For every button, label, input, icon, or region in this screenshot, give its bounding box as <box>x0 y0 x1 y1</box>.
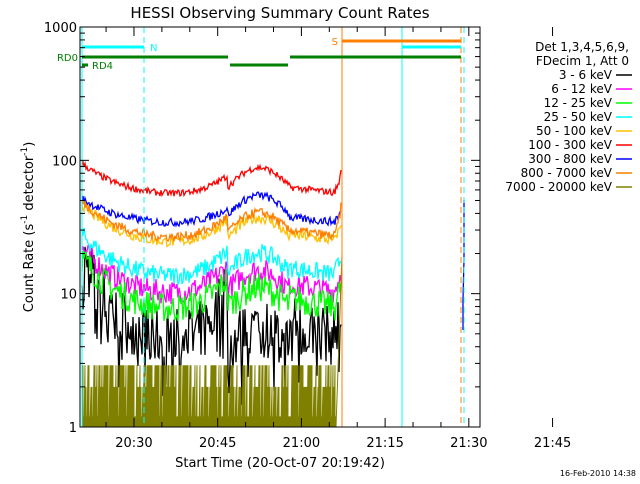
marker-layer <box>81 27 465 427</box>
y-axis-label: Count Rate (s-1 detector-1) <box>20 142 37 313</box>
series-line-3 <box>81 227 342 287</box>
flag-label-rd0: RD0 <box>57 53 78 64</box>
x-tick-label: 21:45 <box>534 436 571 451</box>
tick-layer: 1 10 100 1000 20:30 20:45 21:00 21:15 21:30 21:45 <box>44 21 571 451</box>
y-tick-label: 1000 <box>44 21 77 36</box>
y-axis-label-main: Count Rate (s <box>22 224 37 313</box>
y-tick-label: 1 <box>69 421 77 436</box>
x-tick-label: 21:00 <box>283 436 320 451</box>
plot-frame <box>79 26 481 428</box>
x-tick-label: 21:30 <box>450 436 487 451</box>
legend-title-line-2: FDecim 1, Att 0 <box>536 54 629 68</box>
legend-label-3: 25 - 50 keV <box>544 110 613 124</box>
y-tick-label: 10 <box>60 288 77 303</box>
legend-label-2: 12 - 25 keV <box>544 96 613 110</box>
series-layer <box>81 159 465 428</box>
flag-layer: RD0 RD4 N S <box>57 37 461 72</box>
legend-label-8: 7000 - 20000 keV <box>505 180 612 194</box>
y-axis-label-sup2: -1 <box>20 147 30 156</box>
y-axis-label-sup1: -1 <box>20 215 30 224</box>
legend-label-7: 800 - 7000 keV <box>521 166 613 180</box>
legend-label-6: 300 - 800 keV <box>528 152 612 166</box>
footer-date: 16-Feb-2010 14:38 <box>560 469 636 478</box>
chart-title: HESSI Observing Summary Count Rates <box>130 4 429 22</box>
legend-label-1: 6 - 12 keV <box>551 82 613 96</box>
series-line-8 <box>81 253 343 428</box>
x-tick-label: 20:45 <box>199 436 236 451</box>
flag-label-rd4: RD4 <box>92 61 113 72</box>
x-tick-label: 21:15 <box>366 436 403 451</box>
y-tick-label: 100 <box>52 154 77 169</box>
y-axis-label-mid: detector <box>22 155 37 215</box>
y-axis-label-end: ) <box>22 142 37 147</box>
legend-title-line-1: Det 1,3,4,5,6,9, <box>535 40 629 54</box>
series-line-4 <box>81 201 342 248</box>
legend: Det 1,3,4,5,6,9, FDecim 1, Att 0 3 - 6 k… <box>505 40 632 194</box>
series-line-7 <box>81 200 342 243</box>
legend-label-4: 50 - 100 keV <box>536 124 613 138</box>
series-line-2 <box>81 250 342 322</box>
series-line-0 <box>81 246 342 408</box>
x-axis-label: Start Time (20-Oct-07 20:19:42) <box>175 456 385 471</box>
flag-label-s: S <box>332 37 338 48</box>
legend-label-0: 3 - 6 keV <box>559 68 613 82</box>
flag-label-n: N <box>150 43 157 54</box>
x-tick-label: 20:30 <box>115 436 152 451</box>
series-line-6 <box>81 191 342 228</box>
series-line-5 <box>81 159 342 198</box>
legend-label-5: 100 - 300 keV <box>528 138 612 152</box>
